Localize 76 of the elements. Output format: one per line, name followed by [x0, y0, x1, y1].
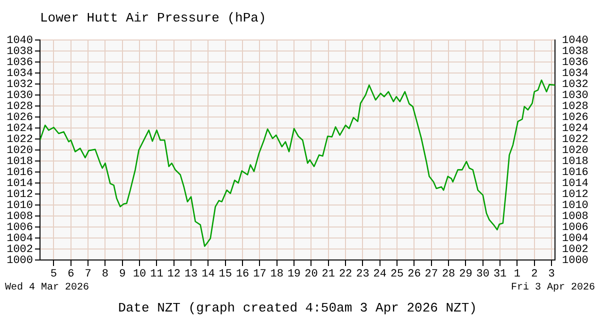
- x-tick-label: 3: [548, 268, 555, 281]
- y-tick-label: 1004: [6, 232, 34, 245]
- x-tick-label: 23: [356, 268, 370, 281]
- y-tick-label: 1026: [6, 112, 33, 124]
- y-tick-label: 1006: [6, 222, 33, 234]
- y2-tick-label: 1034: [562, 68, 589, 80]
- x-tick-label: 7: [84, 268, 92, 281]
- text: Wed 4 Mar 2026: [5, 282, 90, 294]
- y2-tick-label: 1014: [562, 178, 589, 190]
- y-tick-label: 1000: [6, 254, 33, 267]
- y-tick-label: 1002: [6, 244, 33, 256]
- x-tick-label: 17: [253, 268, 266, 281]
- x-tick-label: 27: [424, 268, 438, 281]
- x-tick-label: 14: [202, 268, 216, 281]
- y2-tick-label: 1036: [562, 56, 588, 69]
- y-tick-label: 1030: [6, 90, 33, 102]
- x-tick-label: 5: [50, 268, 58, 281]
- y2-tick-label: 1006: [562, 222, 588, 234]
- y-tick-label: 1024: [6, 122, 34, 135]
- y-tick-label: 1010: [6, 200, 33, 212]
- y-tick-label: 1012: [6, 188, 33, 201]
- y2-tick-label: 1024: [562, 122, 589, 135]
- x-tick-label: 15: [218, 268, 232, 281]
- x-tick-label: 1: [514, 268, 521, 281]
- x-tick-label: 24: [373, 268, 387, 281]
- x-tick-label: 10: [132, 268, 146, 281]
- y-tick-label: 1038: [6, 46, 33, 58]
- x-tick-label: 25: [390, 268, 404, 281]
- x-tick-label: 6: [68, 268, 74, 281]
- x-tick-label: 20: [304, 268, 318, 281]
- x-tick-label: 19: [287, 268, 301, 281]
- y2-tick-label: 1000: [562, 254, 588, 267]
- y-tick-label: 1036: [6, 56, 33, 69]
- text: Fri 3 Apr 2026: [510, 282, 595, 294]
- y-tick-label: 1016: [6, 166, 33, 179]
- y2-tick-label: 1032: [562, 78, 588, 91]
- y-tick-label: 1034: [6, 68, 34, 80]
- x-tick-label: 2: [531, 268, 538, 281]
- y2-tick-label: 1010: [562, 200, 588, 212]
- y2-tick-label: 1040: [562, 34, 588, 47]
- x-tick-label: 9: [119, 268, 126, 281]
- y2-tick-label: 1022: [562, 134, 588, 146]
- x-tick-label: 11: [150, 268, 164, 281]
- x-tick-label: 30: [476, 268, 490, 281]
- x-tick-label: 16: [236, 268, 250, 281]
- y2-tick-label: 1018: [562, 156, 588, 168]
- chart-title: Lower Hutt Air Pressure (hPa): [40, 10, 266, 26]
- x-tick-label: 18: [270, 268, 284, 281]
- y2-tick-label: 1004: [562, 232, 589, 245]
- y-tick-label: 1020: [6, 144, 33, 157]
- y-tick-label: 1032: [6, 78, 33, 91]
- y2-tick-label: 1008: [562, 210, 588, 223]
- y2-tick-label: 1026: [562, 112, 588, 124]
- x-tick-label: 29: [459, 268, 472, 281]
- y2-tick-label: 1012: [562, 188, 588, 201]
- y-tick-label: 1018: [6, 156, 33, 168]
- x-axis-title: Date NZT (graph created 4:50am 3 Apr 2026 NZT): [118, 300, 477, 316]
- y2-tick-label: 1028: [562, 100, 588, 113]
- y-tick-label: 1028: [6, 100, 33, 113]
- y2-tick-label: 1038: [562, 46, 588, 58]
- y-tick-label: 1022: [6, 134, 33, 146]
- x-tick-label: 8: [102, 268, 109, 281]
- x-tick-label: 21: [322, 268, 336, 281]
- y-tick-label: 1014: [6, 178, 34, 190]
- y2-tick-label: 1016: [562, 166, 588, 179]
- y2-tick-label: 1020: [562, 144, 588, 157]
- y2-tick-label: 1002: [562, 244, 588, 256]
- x-tick-label: 12: [167, 268, 180, 281]
- y-tick-label: 1040: [6, 34, 33, 47]
- y-tick-label: 1008: [6, 210, 33, 223]
- x-tick-label: 28: [442, 268, 456, 281]
- x-tick-label: 13: [184, 268, 198, 281]
- y2-tick-label: 1030: [562, 90, 588, 102]
- x-tick-label: 31: [493, 268, 508, 281]
- x-tick-label: 26: [408, 268, 421, 281]
- x-tick-label: 22: [338, 268, 352, 281]
